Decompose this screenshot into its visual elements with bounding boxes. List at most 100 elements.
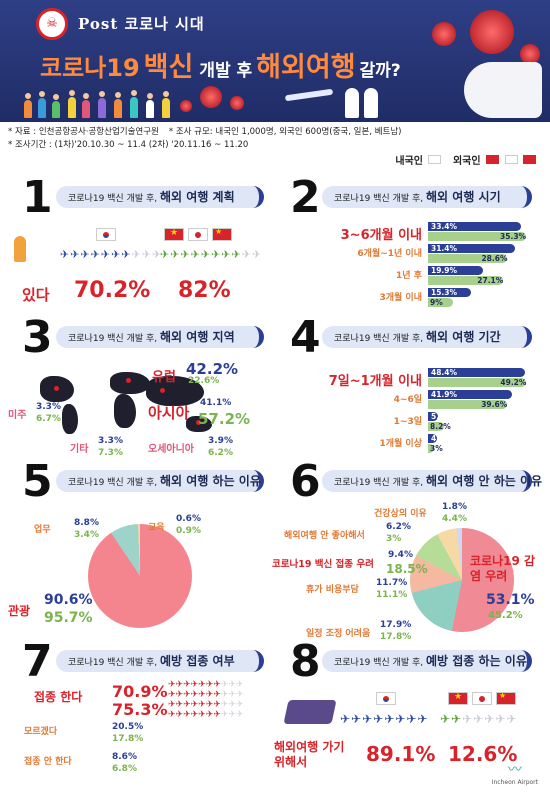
section-3-number: 3 — [22, 312, 53, 363]
s2-domestic-bar — [428, 266, 484, 275]
s2-domestic-value: 15.3% — [431, 288, 458, 297]
s4-row-label: 1개월 이상 — [379, 439, 422, 449]
survey-scale: * 조사 규모: 내국인 1,000명, 외국인 600명(중국, 일본, 베트… — [168, 127, 402, 137]
s5-tourism-label: 관광 — [8, 604, 31, 618]
s6-health-foreign: 4.4% — [442, 514, 467, 524]
s5-tourism-foreign: 95.7% — [44, 610, 93, 626]
s2-foreign-bar — [428, 254, 508, 263]
s6-dislike-label: 해외여행 안 좋아해서 — [284, 531, 365, 541]
s3-europe-domestic: 42.2% — [186, 360, 239, 378]
s7-plane-grid-icons: ✈✈✈✈✈✈✈✈✈✈ ✈✈✈✈✈✈✈✈✈✈ ✈✈✈✈✈✈✈✈✈✈ ✈✈✈✈✈✈✈✈✈✈ — [168, 680, 244, 720]
s7-domestic-value: 70.9% — [112, 682, 168, 701]
s1-domestic-plane-icons: ✈✈✈✈✈✈✈✈✈✈ — [60, 248, 163, 261]
s8-foreign-plane-icons: ✈✈✈✈✈✈✈ — [440, 712, 518, 726]
s6-schedule-foreign: 17.8% — [380, 632, 412, 642]
s2-row-label: 3개월 이내 — [379, 293, 422, 303]
syringe-icon — [284, 88, 334, 102]
s4-domestic-value: 5.2% — [431, 412, 452, 421]
s2-domestic-value: 19.9% — [431, 266, 458, 275]
s6-infection-domestic: 53.1% — [486, 592, 535, 608]
section-6-title: 해외 여행 안 하는 이유 — [426, 474, 543, 488]
s2-row: 15.3% 9% — [428, 288, 528, 308]
s4-row: 4.6% 3% — [428, 434, 528, 454]
section-7-title: 예방 접종 여부 — [160, 654, 235, 668]
s6-infection-label: 코로나19 감염 우려 — [470, 554, 536, 583]
s7-foreign-value: 17.8% — [112, 734, 144, 744]
s7-row-label: 모르겠다 — [24, 727, 58, 737]
s6-health-label: 건강상의 이유 — [374, 509, 427, 519]
section-5-title: 해외 여행 하는 이유 — [160, 474, 261, 488]
s2-domestic-value: 31.4% — [431, 244, 458, 253]
s3-oceania-domestic: 3.9% — [208, 436, 233, 446]
s5-business-label: 업무 — [34, 525, 51, 535]
legend-foreign: 외국인 — [452, 156, 481, 167]
s4-foreign-value: 3% — [430, 444, 443, 453]
nationality-legend: 내국인 외국인 — [395, 152, 536, 167]
s4-domestic-value: 48.4% — [431, 368, 458, 377]
s2-domestic-bar — [428, 244, 516, 253]
s3-asia-foreign: 57.2% — [198, 410, 251, 428]
section-2-title: 해외 여행 시기 — [426, 190, 501, 204]
s3-europe-label: 유럽 — [152, 370, 176, 385]
s7-domestic-value: 20.5% — [112, 722, 144, 732]
s2-domestic-value: 33.4% — [431, 222, 458, 231]
s2-row-label: 1년 후 — [396, 271, 422, 281]
survey-info: * 자료 : 인천공항공사·공항산업기술연구원 * 조사 규모: 내국인 1,0… — [8, 126, 401, 152]
section-2-number: 2 — [290, 172, 321, 223]
header-banner: ☠ Post 코로나 시대 코로나19 백신 개발 후 해외여행 갈까? — [0, 0, 550, 122]
s5-education-foreign: 0.9% — [176, 526, 201, 536]
s2-foreign-bar — [428, 298, 453, 307]
section-6-number: 6 — [290, 456, 321, 507]
footer-brand: Incheon Airport — [491, 779, 538, 786]
s6-cost-label: 휴가 비용부담 — [306, 585, 359, 595]
legend-domestic: 내국인 — [395, 156, 423, 167]
s6-schedule-domestic: 17.9% — [380, 620, 412, 630]
incheon-airport-logo: 〰 Incheon Airport — [492, 759, 538, 786]
china-flag-icon — [496, 691, 516, 705]
s6-vaccine-domestic: 9.4% — [388, 550, 413, 560]
section-3-header: 코로나19 백신 개발 후, 해외 여행 지역 — [56, 326, 264, 348]
section-4-title: 해외 여행 기간 — [426, 330, 501, 344]
airplane-seat-illustration — [283, 700, 337, 724]
s2-domestic-bar — [428, 288, 471, 297]
section-7-header: 코로나19 백신 개발 후, 예방 접종 여부 — [56, 650, 264, 672]
vaccine-hand-illustration — [464, 62, 542, 118]
s3-oceania-foreign: 6.2% — [208, 448, 233, 458]
section-6-header: 코로나19 백신 개발 후, 해외 여행 안 하는 이유 — [322, 470, 542, 492]
japan-flag-icon — [504, 155, 518, 164]
s4-domestic-bar — [428, 434, 438, 443]
s4-domestic-bar — [428, 368, 525, 377]
section-6-prefix: 코로나19 백신 개발 후, — [334, 478, 424, 488]
s5-education-label: 교육 — [148, 523, 165, 533]
doctor-icon — [364, 88, 378, 118]
virus-icon — [470, 10, 514, 54]
s1-foreign-value: 82% — [178, 278, 231, 303]
virus-icon — [200, 86, 222, 108]
s3-oceania-label: 오세아니아 — [148, 444, 194, 455]
section-8-header: 코로나19 백신 개발 후, 예방 접종 하는 이유 — [322, 650, 532, 672]
s4-domestic-value: 4.6% — [431, 434, 452, 443]
s3-asia-label: 아시아 — [148, 404, 190, 422]
s4-foreign-bar — [428, 444, 434, 453]
korea-flag-icon — [376, 692, 396, 705]
post-corona-badge-icon: ☠ — [36, 8, 68, 40]
s7-domestic-value: 8.6% — [112, 752, 137, 762]
s4-row: 48.4% 49.2% — [428, 368, 528, 388]
doctor-icon — [345, 88, 359, 118]
section-3-prefix: 코로나19 백신 개발 후, — [68, 334, 158, 344]
virus-icon — [180, 100, 192, 112]
section-5-number: 5 — [22, 456, 53, 507]
s4-foreign-bar — [428, 422, 445, 431]
section-5-header: 코로나19 백신 개발 후, 해외 여행 하는 이유 — [56, 470, 264, 492]
s4-foreign-value: 39.6% — [481, 400, 508, 409]
s2-foreign-value: 28.6% — [481, 254, 508, 263]
title-covid19: 코로나19 — [40, 54, 140, 82]
travelers-illustration — [20, 90, 240, 118]
s3-asia-domestic: 41.1% — [200, 398, 232, 408]
s2-domestic-bar — [428, 222, 521, 231]
s6-cost-domestic: 11.7% — [376, 578, 408, 588]
s4-row-label: 7일~1개월 이내 — [328, 374, 422, 389]
s3-america-foreign: 6.7% — [36, 414, 61, 424]
s7-row-label: 접종 안 한다 — [24, 757, 72, 767]
s4-domestic-bar — [428, 390, 512, 399]
